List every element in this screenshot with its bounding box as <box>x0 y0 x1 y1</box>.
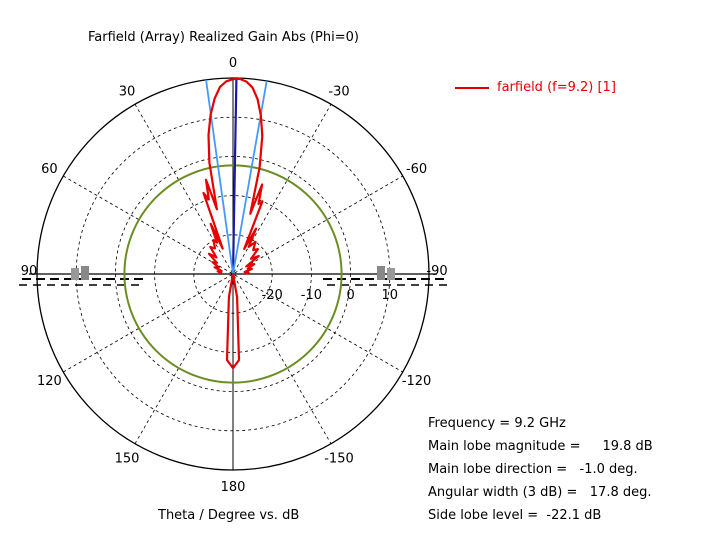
angle-tick-label: 150 <box>115 452 140 467</box>
info-side-lobe-level: Side lobe level = -22.1 dB <box>428 508 602 523</box>
angle-tick-label: -150 <box>324 452 354 467</box>
info-main-lobe-magnitude-value: 19.8 dB <box>602 439 653 454</box>
radial-tick-label: 10 <box>382 288 399 303</box>
angle-tick-label: 0 <box>229 56 237 71</box>
legend: farfield (f=9.2) [1] <box>455 80 616 95</box>
beamwidth-edge-line <box>205 79 234 275</box>
axis-marker <box>377 266 385 280</box>
chart-title: Farfield (Array) Realized Gain Abs (Phi=… <box>88 30 359 45</box>
legend-entry: farfield (f=9.2) [1] <box>497 80 616 95</box>
radial-tick-label: -10 <box>301 288 322 303</box>
info-main-lobe-direction: Main lobe direction = -1.0 deg. <box>428 462 638 477</box>
grid-spoke <box>63 175 403 373</box>
radial-tick-label: -20 <box>262 288 283 303</box>
angle-tick-label: 60 <box>41 162 58 177</box>
radial-tick-label: 0 <box>346 288 354 303</box>
axis-marker <box>387 268 395 280</box>
angle-tick-label: -120 <box>402 374 432 389</box>
angle-tick-label: 90 <box>21 264 38 279</box>
info-frequency: Frequency = 9.2 GHz <box>428 416 566 431</box>
series-line <box>202 77 264 276</box>
beam-direction-line <box>231 77 238 275</box>
series-back-lobe <box>225 272 241 370</box>
legend-swatch <box>455 86 489 89</box>
angle-tick-label: 30 <box>119 84 136 99</box>
angle-tick-label: 120 <box>37 374 62 389</box>
angle-tick-label: -30 <box>328 84 349 99</box>
axis-marker <box>81 266 89 280</box>
grid-spoke <box>134 104 332 444</box>
x-axis-label: Theta / Degree vs. dB <box>158 508 300 523</box>
grid-spoke <box>134 104 332 444</box>
angle-tick-label: -60 <box>406 162 427 177</box>
sidelobe-level-circle <box>123 164 343 384</box>
grid-spoke <box>63 175 403 373</box>
angle-tick-label: 180 <box>221 480 246 495</box>
antenna-info-panel: Frequency = 9.2 GHz Main lobe magnitude … <box>428 412 653 527</box>
info-main-lobe-magnitude-label: Main lobe magnitude = <box>428 439 581 454</box>
info-main-lobe-magnitude: Main lobe magnitude = 19.8 dB <box>428 435 653 458</box>
info-angular-width: Angular width (3 dB) = 17.8 deg. <box>428 485 652 500</box>
angle-tick-label: -90 <box>426 264 447 279</box>
axis-marker <box>71 268 79 280</box>
